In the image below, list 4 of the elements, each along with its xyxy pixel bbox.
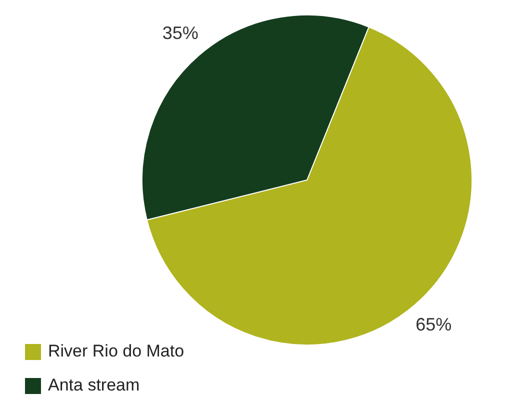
- legend-label: River Rio do Mato: [48, 341, 184, 360]
- legend-label: Anta stream: [48, 375, 140, 394]
- data-label: 35%: [162, 23, 198, 44]
- data-label: 65%: [416, 314, 452, 334]
